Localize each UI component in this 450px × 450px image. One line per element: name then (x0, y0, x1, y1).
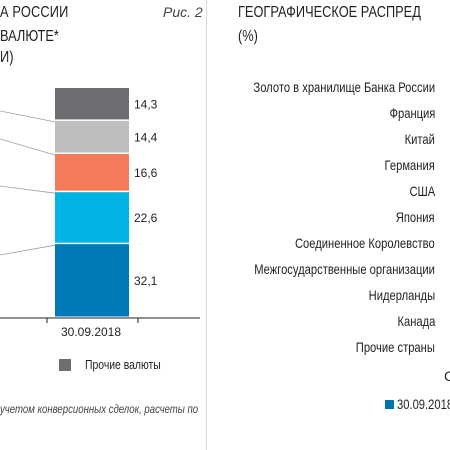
country-label: Прочие страны (355, 339, 435, 355)
country-label: Япония (396, 209, 435, 225)
country-label: Золото в хранилище Банка России (253, 79, 435, 95)
connector-line (0, 110, 56, 123)
category-label: 30.09.2018 (61, 325, 121, 339)
left-chart-title-line1: А РОССИИ (0, 4, 69, 21)
footnote: учетом конверсионных сделок, расчеты по (0, 402, 199, 416)
country-label: Китай (404, 131, 435, 147)
figure-label: Рис. 2 (163, 4, 203, 20)
connector-line (0, 138, 56, 156)
country-label: США (409, 183, 435, 199)
panel-divider (206, 0, 207, 450)
bar-segment (55, 154, 129, 191)
country-label: Канада (397, 313, 435, 329)
bar-segment (55, 88, 129, 120)
stacked-bar-chart: 32,1 22,6 16,6 14,4 14,3 30.09.2018 (0, 88, 200, 339)
data-label: 14,3 (134, 97, 158, 111)
right-chart-title-line1: ГЕОГРАФИЧЕСКОЕ РАСПРЕД (238, 4, 421, 21)
bar-stack (55, 88, 129, 317)
country-label: Германия (384, 157, 435, 173)
right-chart-title-line2: (%) (238, 28, 258, 45)
bar-segment (55, 120, 129, 153)
connector-line (0, 244, 56, 256)
right-legend-label: 30.09.2018 (397, 396, 450, 412)
country-label: Соединенное Королевство (295, 235, 435, 251)
legend-label: Прочие валюты (85, 357, 161, 372)
right-partial-marker: С (444, 368, 450, 384)
connector-line (0, 185, 56, 194)
country-label: Нидерланды (368, 287, 436, 303)
legend-swatch (59, 359, 71, 371)
country-label: Франция (389, 105, 435, 121)
data-label: 22,6 (134, 211, 158, 225)
bar-segment (55, 192, 129, 243)
right-legend-swatch (385, 400, 394, 409)
left-chart-title-line3: И) (0, 49, 14, 66)
country-label: Межгосударственные организации (254, 261, 435, 277)
data-label: 14,4 (134, 130, 158, 144)
data-label: 32,1 (134, 274, 158, 288)
bar-segment (55, 244, 129, 317)
data-label: 16,6 (134, 166, 158, 180)
data-labels: 32,1 22,6 16,6 14,4 14,3 (134, 97, 158, 288)
left-chart-title-line2: ВАЛЮТЕ* (0, 28, 59, 45)
connector-lines (0, 110, 56, 256)
